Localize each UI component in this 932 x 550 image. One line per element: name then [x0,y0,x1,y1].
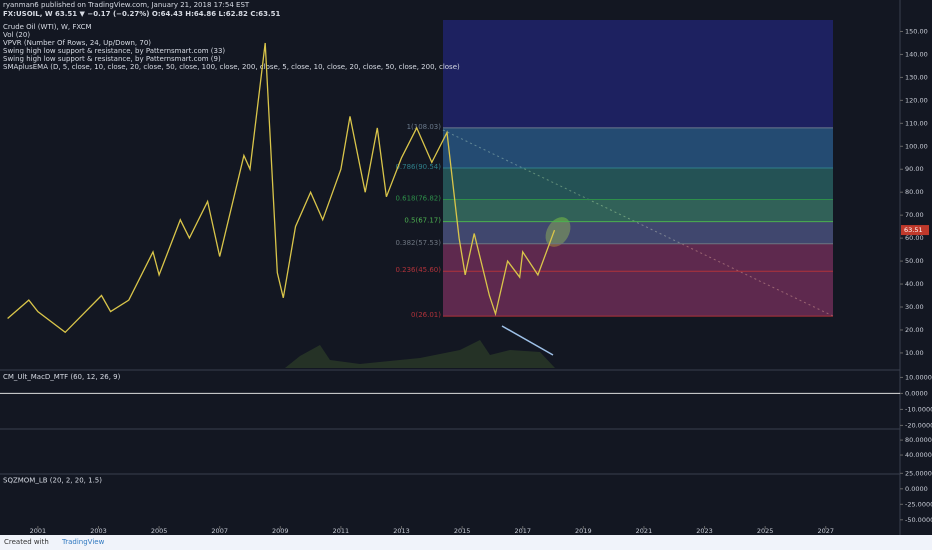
x-tick-label: 2009 [272,527,289,535]
x-tick-label: 2027 [817,527,834,535]
y-tick-label: 150.00 [905,27,928,35]
fib-zone [443,168,833,200]
x-tick-label: 2001 [30,527,47,535]
pane-tick-label: 40.0000 [905,451,932,459]
study-label: Crude Oil (WTI), W, FXCM [3,23,92,31]
y-tick-label: 80.00 [905,188,924,196]
fib-zone [443,271,833,317]
volume-arrow [501,325,554,356]
study-label: SMAplusEMA (D, 5, close, 10, close, 20, … [3,63,460,71]
y-tick-label: 140.00 [905,50,928,58]
fib-label: 0.382(57.53) [395,239,441,247]
pane-title: CM_Ult_MacD_MTF (60, 12, 26, 9) [3,373,121,381]
x-tick-label: 2013 [393,527,410,535]
target-ellipse [545,217,571,247]
fib-label: 0.786(90.54) [395,163,441,171]
volume-area [285,340,555,368]
pane-tick-label: 0.0000 [905,485,928,493]
x-tick-label: 2023 [696,527,713,535]
trend-projection [442,129,834,317]
fib-zone [443,199,833,222]
study-label: VPVR (Number Of Rows, 24, Up/Down, 70) [3,39,151,47]
x-tick-label: 2011 [333,527,350,535]
pane-title: SQZMOM_LB (20, 2, 20, 1.5) [3,477,102,485]
pane-tick-label: -25.0000 [905,500,932,508]
fib-label: 0.618(76.82) [395,195,441,203]
footer-bar [0,535,932,550]
y-tick-label: 90.00 [905,165,924,173]
fib-label: 1(108.03) [407,123,442,131]
y-tick-label: 100.00 [905,142,928,150]
quote: FX:USOIL, W 63.51 ▼ −0.17 (−0.27%) O:64.… [3,10,281,18]
pane-tick-label: -50.0000 [905,516,932,524]
y-tick-label: 20.00 [905,326,924,334]
fib-zone [443,127,833,169]
study-label: Vol (20) [3,31,30,39]
pane-tick-label: -10.0000 [905,405,932,413]
x-tick-label: 2003 [90,527,107,535]
y-tick-label: 130.00 [905,73,928,81]
last-price-tag [901,225,929,236]
fib-zone [443,243,833,272]
footer-brand[interactable]: TradingView [61,538,105,546]
study-label: Swing high low support & resistance, by … [3,55,221,63]
y-tick-label: 40.00 [905,280,924,288]
y-tick-label: 70.00 [905,211,924,219]
x-tick-label: 2015 [454,527,471,535]
pane-tick-label: 10.0000 [905,373,932,381]
y-tick-label: 120.00 [905,96,928,104]
fib-label: 0.5(67.17) [404,217,441,225]
y-tick-label: 60.00 [905,234,924,242]
y-tick-label: 10.00 [905,349,924,357]
study-label: Swing high low support & resistance, by … [3,47,225,55]
footer-created: Created with [4,538,49,546]
fib-label: 0(26.01) [411,311,441,319]
publisher: ryanman6 published on TradingView.com, J… [3,1,250,9]
x-tick-label: 2019 [575,527,592,535]
pane-tick-label: 80.0000 [905,436,932,444]
fib-zone [443,221,833,244]
price-line [7,42,556,334]
x-tick-label: 2017 [514,527,531,535]
x-tick-label: 2005 [151,527,168,535]
last-price-label: 63.51 [904,226,923,234]
pane-tick-label: 0.0000 [905,389,928,397]
y-tick-label: 30.00 [905,303,924,311]
pane-tick-label: -20.0000 [905,421,932,429]
x-tick-label: 2007 [211,527,228,535]
fib-label: 0.236(45.60) [395,266,441,274]
y-tick-label: 50.00 [905,257,924,265]
x-tick-label: 2021 [636,527,653,535]
y-tick-label: 110.00 [905,119,928,127]
pane-tick-label: 25.0000 [905,469,932,477]
x-tick-label: 2025 [757,527,774,535]
